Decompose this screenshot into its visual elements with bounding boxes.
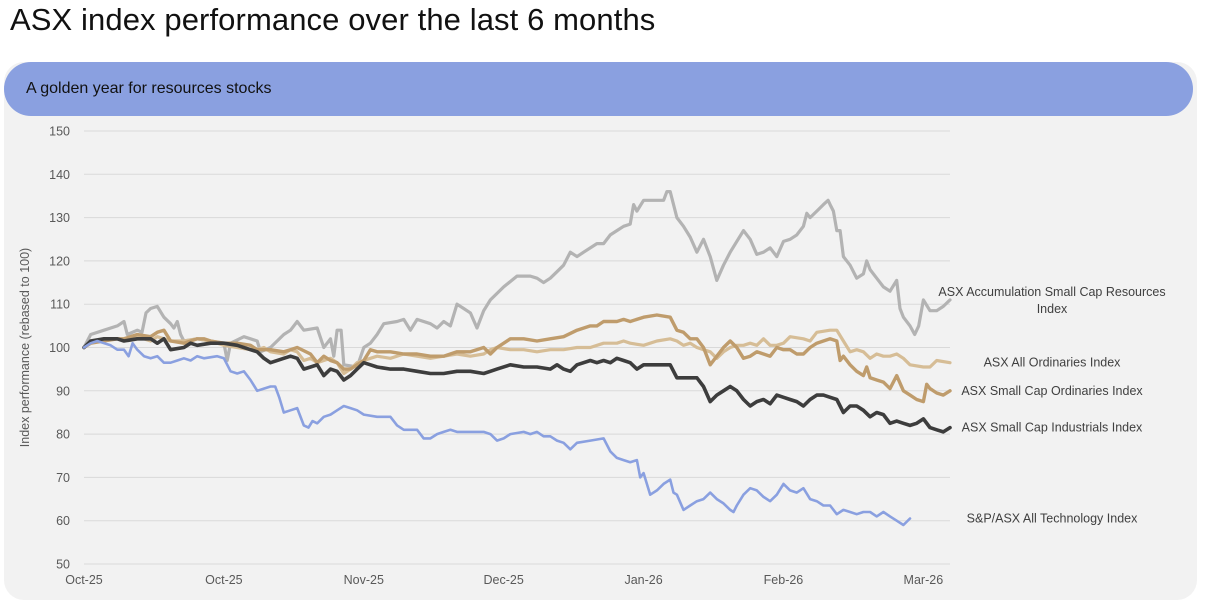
series-label: ASX All Ordinaries Index (984, 356, 1122, 370)
y-tick-label: 100 (49, 341, 70, 355)
series-label: ASX Small Cap Industrials Index (962, 421, 1143, 435)
series-label: ASX Small Cap Ordinaries Index (961, 384, 1143, 398)
y-tick-label: 130 (49, 211, 70, 225)
y-tick-label: 90 (56, 384, 70, 398)
line-chart: 50 60 70 80 90 100 110 120 130 140 150 Oct-25 Oct-25… (18, 125, 1166, 588)
y-tick-label: 120 (49, 254, 70, 268)
series-line-asx-accumulation-small-cap-resources-index (82, 190, 952, 369)
x-tick-label: Feb-26 (764, 573, 804, 587)
x-tick-label: Nov-25 (344, 573, 384, 587)
x-tick-label: Jan-26 (624, 573, 662, 587)
y-tick-label: 80 (56, 428, 70, 442)
y-tick-label: 50 (56, 558, 70, 572)
series-line-s-p-asx-all-technology-index (82, 339, 912, 527)
x-tick-label: Oct-25 (65, 573, 103, 587)
page-title: ASX index performance over the last 6 mo… (10, 2, 656, 37)
series-label: Index (1037, 302, 1068, 316)
series-line-asx-small-cap-ordinaries-index (82, 313, 952, 404)
y-tick-label: 140 (49, 168, 70, 182)
x-tick-label: Dec-25 (484, 573, 524, 587)
y-axis-label: Index performance (rebased to 100) (18, 248, 32, 447)
y-tick-label: 70 (56, 471, 70, 485)
series-label: S&P/ASX All Technology Index (967, 512, 1138, 526)
x-tick-label: Oct-25 (205, 573, 243, 587)
y-tick-label: 110 (50, 298, 70, 312)
series-line-asx-small-cap-industrials-index (82, 337, 952, 434)
y-tick-label: 60 (56, 514, 70, 528)
chart-panel: A golden year for resources stocks 50 60 7… (4, 62, 1197, 600)
series-label: ASX Accumulation Small Cap Resources (938, 285, 1165, 299)
subtitle-text: A golden year for resources stocks (26, 80, 272, 97)
subtitle-banner: A golden year for resources stocks (4, 62, 1193, 116)
y-tick-label: 150 (49, 125, 70, 139)
x-tick-label: Mar-26 (904, 573, 944, 587)
